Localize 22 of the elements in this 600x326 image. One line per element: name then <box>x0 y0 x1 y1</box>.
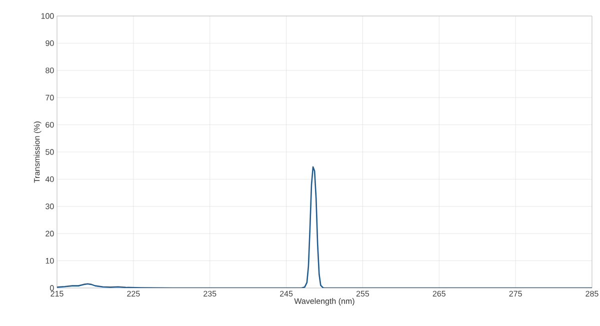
x-tick-label: 215 <box>50 290 64 297</box>
x-tick-label: 255 <box>356 290 370 297</box>
y-tick-label: 80 <box>46 68 54 74</box>
line-series <box>57 166 592 288</box>
y-tick-label: 70 <box>46 94 54 100</box>
x-tick-label: 235 <box>204 290 216 297</box>
x-tick-label: 245 <box>280 290 293 297</box>
y-axis-title: Transmission (%) <box>34 122 42 183</box>
y-tick-label: 20 <box>46 230 54 236</box>
y-tick-label: 10 <box>46 258 54 264</box>
x-axis-title: Wavelength (nm) <box>294 298 354 306</box>
x-tick-label: 275 <box>509 290 522 297</box>
y-tick-label: 50 <box>46 149 54 155</box>
y-tick-label: 60 <box>46 122 54 128</box>
x-tick-label: 225 <box>127 290 140 297</box>
y-tick-label: 30 <box>46 204 54 210</box>
y-tick-label: 90 <box>46 40 54 46</box>
y-tick-label: 100 <box>41 13 54 19</box>
y-tick-label: 0 <box>50 285 54 291</box>
x-tick-label: 285 <box>586 290 598 297</box>
x-tick-label: 265 <box>432 290 446 297</box>
y-tick-label: 40 <box>45 176 54 182</box>
